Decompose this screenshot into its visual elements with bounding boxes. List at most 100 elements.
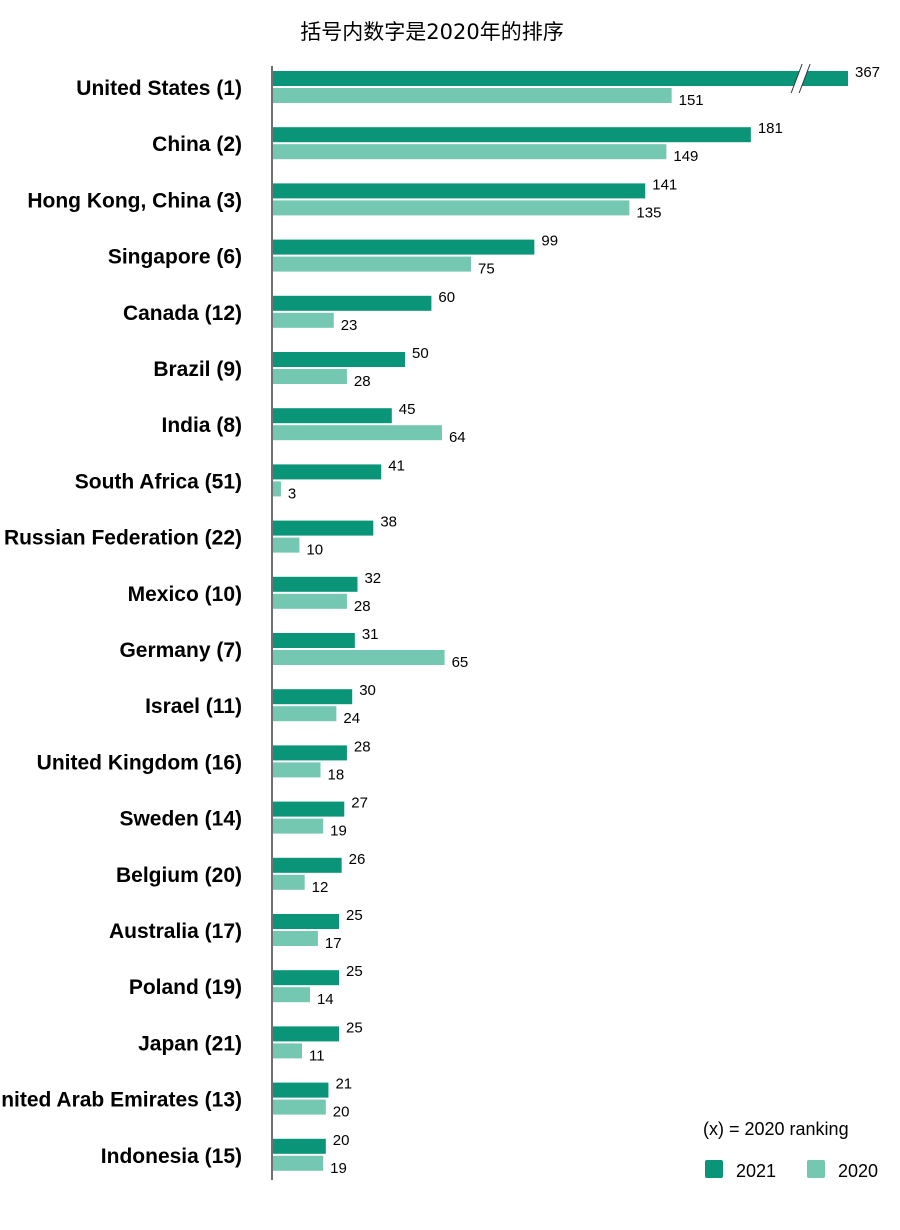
value-label-united-kingdom-2020: 18 — [328, 766, 345, 783]
axis-break-line — [798, 63, 811, 94]
value-label-japan-2021: 25 — [346, 1019, 363, 1036]
bar-united-states-2020 — [273, 88, 672, 103]
value-label-israel-2020: 24 — [343, 710, 360, 727]
bar-poland-2021 — [273, 970, 339, 986]
value-label-south-africa-2021: 41 — [388, 457, 405, 474]
legend-label-2020: 2020 — [838, 1161, 878, 1181]
bar-israel-2020 — [273, 706, 337, 722]
category-label-australia: Australia (17) — [109, 920, 242, 943]
bar-australia-2020 — [273, 931, 318, 946]
value-label-singapore-2021: 99 — [541, 233, 558, 250]
value-label-india-2021: 45 — [399, 401, 416, 418]
category-label-china: China (2) — [152, 133, 242, 156]
axis-break-line — [790, 63, 803, 94]
category-label-germany: Germany (7) — [119, 639, 242, 662]
value-label-australia-2021: 25 — [346, 907, 363, 924]
bar-russian-federation-2020 — [273, 537, 300, 553]
bar-south-africa-2020 — [273, 481, 281, 497]
value-label-indonesia-2020: 19 — [330, 1160, 347, 1177]
value-label-united-states-2020: 151 — [679, 92, 704, 109]
value-label-poland-2020: 14 — [317, 991, 334, 1008]
category-label-united-kingdom: United Kingdom (16) — [37, 751, 242, 774]
bar-mexico-2020 — [273, 593, 347, 609]
value-label-germany-2020: 65 — [452, 654, 469, 671]
bar-australia-2021 — [273, 914, 339, 929]
value-label-germany-2021: 31 — [362, 626, 379, 643]
bar-mexico-2021 — [273, 576, 358, 592]
category-label-singapore: Singapore (6) — [108, 246, 242, 269]
bars-group: 367 151 181 149 141 135 99 75 60 23 50 28 45 64 41 3 38 1… — [273, 63, 880, 1177]
bar-germany-2020 — [273, 650, 445, 665]
chart-title: 括号内数字是2020年的排序 — [300, 20, 563, 44]
bar-india-2020 — [273, 425, 442, 441]
value-label-sweden-2021: 27 — [351, 795, 368, 812]
bar-china-2020 — [273, 144, 667, 160]
value-label-japan-2020: 11 — [309, 1047, 325, 1064]
category-label-india: India (8) — [161, 414, 242, 437]
value-label-china-2020: 149 — [673, 148, 698, 165]
value-label-belgium-2020: 12 — [312, 879, 329, 896]
category-label-canada: Canada (12) — [123, 302, 242, 325]
bar-poland-2020 — [273, 987, 310, 1003]
bar-belgium-2020 — [273, 874, 305, 890]
legend-swatch-2020 — [807, 1160, 825, 1178]
value-label-hong-kong-china-2021: 141 — [652, 176, 677, 193]
category-label-japan: Japan (21) — [138, 1032, 242, 1055]
category-label-mexico: Mexico (10) — [128, 583, 242, 606]
value-label-australia-2020: 17 — [325, 935, 342, 952]
value-label-canada-2021: 60 — [438, 289, 455, 306]
category-label-russian-federation: Russian Federation (22) — [4, 527, 242, 550]
bar-singapore-2020 — [273, 256, 471, 272]
legend: (x) = 2020 ranking 2021 2020 — [703, 1119, 878, 1181]
value-label-canada-2020: 23 — [341, 317, 358, 334]
bar-sweden-2020 — [273, 818, 324, 834]
value-label-poland-2021: 25 — [346, 963, 363, 980]
category-label-indonesia: Indonesia (15) — [101, 1145, 242, 1168]
bar-china-2021 — [273, 127, 751, 143]
value-label-israel-2021: 30 — [359, 682, 376, 699]
value-label-south-africa-2020: 3 — [288, 485, 296, 502]
bar-indonesia-2020 — [273, 1155, 324, 1171]
category-label-israel: Israel (11) — [145, 695, 242, 718]
value-label-mexico-2021: 32 — [364, 570, 381, 587]
value-label-united-kingdom-2021: 28 — [354, 738, 371, 755]
legend-label-2021: 2021 — [736, 1161, 776, 1181]
value-label-brazil-2020: 28 — [354, 373, 371, 390]
bar-south-africa-2021 — [273, 464, 382, 480]
value-label-singapore-2020: 75 — [478, 261, 495, 278]
bar-united-states-2021 — [273, 71, 848, 86]
category-label-sweden: Sweden (14) — [119, 808, 242, 831]
bar-sweden-2021 — [273, 801, 345, 817]
legend-note: (x) = 2020 ranking — [703, 1119, 849, 1139]
category-label-south-africa: South Africa (51) — [75, 470, 242, 493]
legend-swatch-2021 — [705, 1160, 723, 1178]
bar-germany-2021 — [273, 633, 355, 648]
value-label-united-states-2021: 367 — [855, 64, 880, 81]
value-label-mexico-2020: 28 — [354, 598, 371, 615]
bar-india-2021 — [273, 408, 392, 424]
value-label-sweden-2020: 19 — [330, 823, 347, 840]
bar-hong-kong-china-2021 — [273, 183, 646, 199]
bar-united-arab-emirates-2021 — [273, 1082, 329, 1098]
category-label-hong-kong-china: Hong Kong, China (3) — [27, 189, 242, 212]
category-label-poland: Poland (19) — [129, 976, 242, 999]
bar-hong-kong-china-2020 — [273, 200, 630, 216]
category-labels: United States (1) China (2) Hong Kong, Chi… — [0, 77, 242, 1168]
value-label-united-arab-emirates-2021: 21 — [335, 1076, 352, 1093]
bar-singapore-2021 — [273, 239, 535, 255]
bar-belgium-2021 — [273, 857, 342, 873]
value-label-india-2020: 64 — [449, 429, 466, 446]
bar-united-arab-emirates-2020 — [273, 1099, 326, 1115]
bar-united-kingdom-2021 — [273, 745, 347, 761]
value-label-hong-kong-china-2020: 135 — [636, 204, 661, 221]
value-label-russian-federation-2021: 38 — [380, 514, 397, 531]
bar-japan-2020 — [273, 1043, 303, 1059]
category-label-united-states: United States (1) — [76, 77, 242, 100]
axis-break-mark — [791, 64, 811, 93]
bar-brazil-2020 — [273, 369, 347, 384]
value-label-russian-federation-2020: 10 — [306, 542, 323, 559]
bar-canada-2021 — [273, 295, 432, 311]
value-label-united-arab-emirates-2020: 20 — [333, 1104, 350, 1121]
value-label-china-2021: 181 — [758, 120, 783, 137]
